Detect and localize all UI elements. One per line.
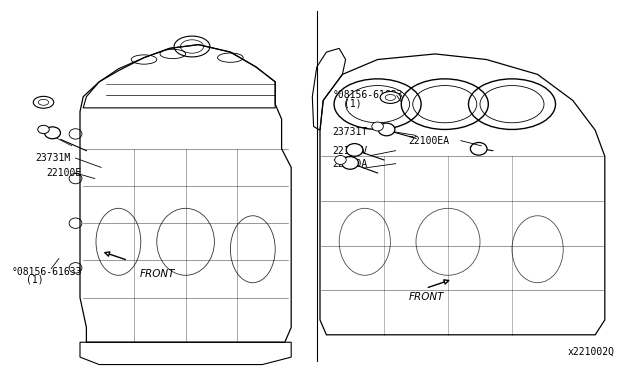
Circle shape [380, 92, 401, 103]
Text: FRONT: FRONT [408, 292, 444, 302]
Text: x221002Q: x221002Q [568, 347, 614, 357]
Circle shape [33, 96, 54, 108]
Ellipse shape [335, 155, 346, 164]
Text: 22125V: 22125V [333, 146, 368, 155]
Ellipse shape [45, 127, 61, 139]
Text: 22100E: 22100E [46, 168, 81, 178]
Ellipse shape [38, 125, 49, 134]
Text: °08156-61633: °08156-61633 [333, 90, 403, 100]
Ellipse shape [346, 144, 363, 156]
Text: (1): (1) [26, 275, 44, 285]
Text: (1): (1) [344, 98, 362, 108]
Text: °08156-61633: °08156-61633 [12, 267, 82, 276]
Ellipse shape [372, 122, 383, 131]
Text: 23731T: 23731T [333, 127, 368, 137]
Text: 22100A: 22100A [333, 159, 368, 169]
Ellipse shape [342, 157, 358, 169]
Text: FRONT: FRONT [140, 269, 175, 279]
Text: 22100EA: 22100EA [408, 136, 449, 145]
Ellipse shape [470, 142, 487, 155]
Ellipse shape [378, 123, 395, 136]
Text: 23731M: 23731M [35, 153, 70, 163]
